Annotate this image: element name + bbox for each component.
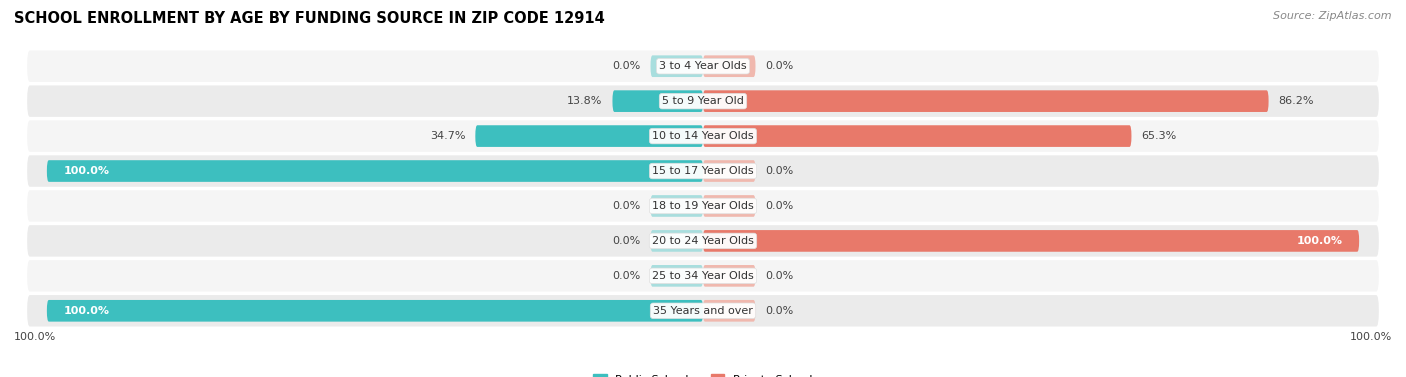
Text: 0.0%: 0.0% (613, 271, 641, 281)
Text: 25 to 34 Year Olds: 25 to 34 Year Olds (652, 271, 754, 281)
FancyBboxPatch shape (651, 195, 703, 217)
Text: 15 to 17 Year Olds: 15 to 17 Year Olds (652, 166, 754, 176)
Text: 100.0%: 100.0% (63, 306, 110, 316)
FancyBboxPatch shape (46, 300, 703, 322)
FancyBboxPatch shape (703, 300, 755, 322)
FancyBboxPatch shape (613, 90, 703, 112)
Text: SCHOOL ENROLLMENT BY AGE BY FUNDING SOURCE IN ZIP CODE 12914: SCHOOL ENROLLMENT BY AGE BY FUNDING SOUR… (14, 11, 605, 26)
Text: 0.0%: 0.0% (765, 201, 793, 211)
Text: 5 to 9 Year Old: 5 to 9 Year Old (662, 96, 744, 106)
FancyBboxPatch shape (46, 160, 703, 182)
Text: 100.0%: 100.0% (14, 332, 56, 342)
Text: 0.0%: 0.0% (613, 201, 641, 211)
Text: 0.0%: 0.0% (613, 61, 641, 71)
FancyBboxPatch shape (27, 190, 1379, 222)
Text: 0.0%: 0.0% (765, 271, 793, 281)
Text: 86.2%: 86.2% (1278, 96, 1315, 106)
FancyBboxPatch shape (27, 225, 1379, 257)
FancyBboxPatch shape (703, 125, 1132, 147)
Text: 13.8%: 13.8% (567, 96, 603, 106)
Text: 0.0%: 0.0% (613, 236, 641, 246)
FancyBboxPatch shape (703, 90, 1268, 112)
Text: 34.7%: 34.7% (430, 131, 465, 141)
Text: 100.0%: 100.0% (63, 166, 110, 176)
Text: 0.0%: 0.0% (765, 166, 793, 176)
Text: 0.0%: 0.0% (765, 306, 793, 316)
FancyBboxPatch shape (703, 230, 1360, 252)
Text: 20 to 24 Year Olds: 20 to 24 Year Olds (652, 236, 754, 246)
Text: 35 Years and over: 35 Years and over (652, 306, 754, 316)
FancyBboxPatch shape (27, 120, 1379, 152)
FancyBboxPatch shape (27, 155, 1379, 187)
Text: 0.0%: 0.0% (765, 61, 793, 71)
FancyBboxPatch shape (27, 260, 1379, 291)
FancyBboxPatch shape (703, 55, 755, 77)
Text: 100.0%: 100.0% (1296, 236, 1343, 246)
FancyBboxPatch shape (703, 195, 755, 217)
FancyBboxPatch shape (27, 295, 1379, 326)
FancyBboxPatch shape (27, 86, 1379, 117)
FancyBboxPatch shape (475, 125, 703, 147)
FancyBboxPatch shape (651, 230, 703, 252)
Legend: Public School, Private School: Public School, Private School (589, 370, 817, 377)
FancyBboxPatch shape (651, 55, 703, 77)
Text: 18 to 19 Year Olds: 18 to 19 Year Olds (652, 201, 754, 211)
Text: 65.3%: 65.3% (1142, 131, 1177, 141)
FancyBboxPatch shape (27, 51, 1379, 82)
FancyBboxPatch shape (703, 265, 755, 287)
Text: 3 to 4 Year Olds: 3 to 4 Year Olds (659, 61, 747, 71)
Text: 10 to 14 Year Olds: 10 to 14 Year Olds (652, 131, 754, 141)
Text: 100.0%: 100.0% (1350, 332, 1392, 342)
FancyBboxPatch shape (651, 265, 703, 287)
Text: Source: ZipAtlas.com: Source: ZipAtlas.com (1274, 11, 1392, 21)
FancyBboxPatch shape (703, 160, 755, 182)
